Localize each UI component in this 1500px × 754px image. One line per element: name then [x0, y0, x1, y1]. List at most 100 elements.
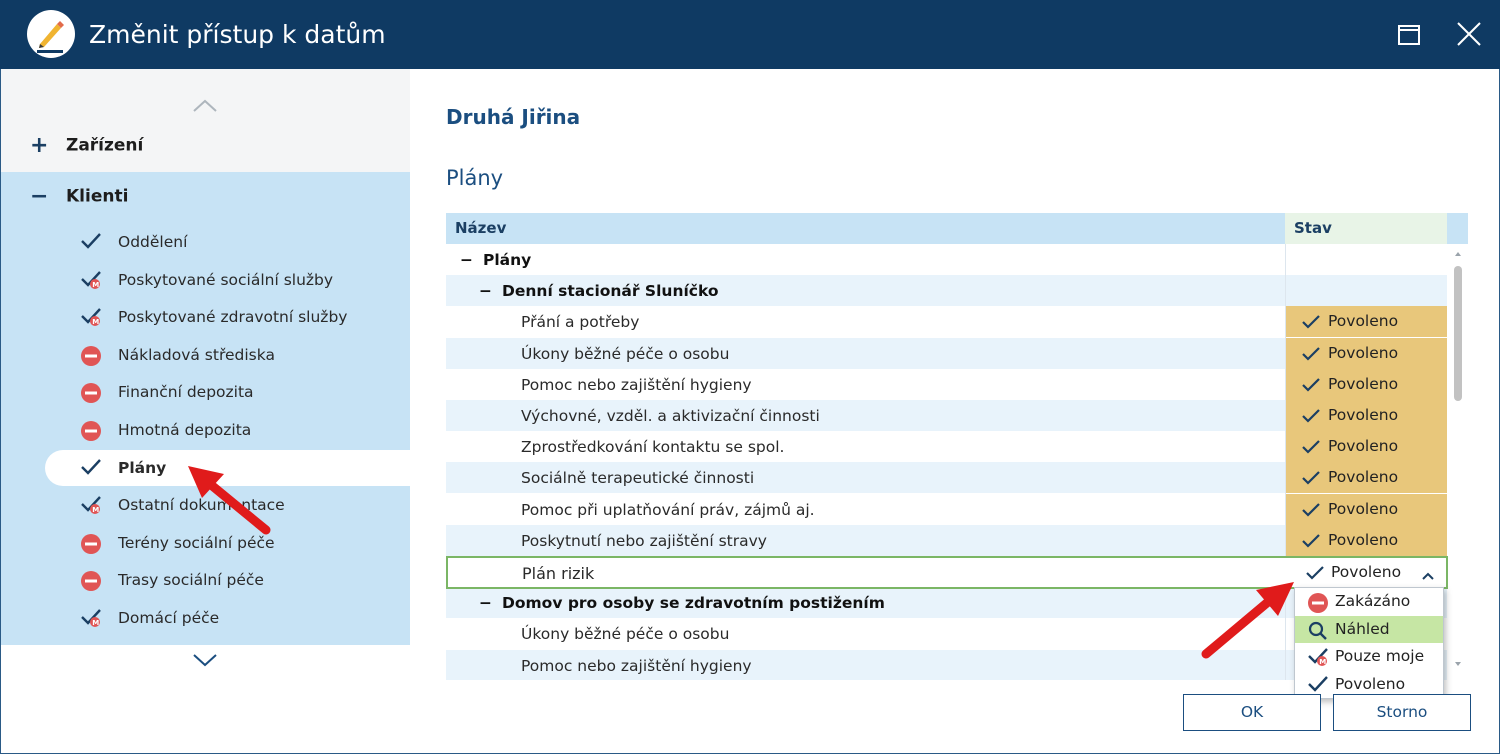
check-icon	[1301, 470, 1321, 490]
sidebar-item[interactable]: Terény sociální péče	[80, 525, 410, 561]
status-cell[interactable]: Povoleno	[1285, 368, 1447, 400]
row-name-text: Výchovné, vzděl. a aktivizační činnosti	[521, 407, 820, 425]
sidebar-item[interactable]: M Ostatní dokumentace	[80, 487, 410, 523]
chevron-down-icon[interactable]	[190, 650, 220, 670]
check-mine-icon: M	[80, 608, 104, 630]
status-cell[interactable]: Povoleno	[1285, 431, 1447, 463]
sidebar-item-label: Domácí péče	[118, 609, 220, 627]
status-value: Povoleno	[1328, 343, 1399, 362]
sidebar-item[interactable]: Finanční depozita	[80, 374, 410, 410]
chevron-up-icon[interactable]	[190, 96, 220, 116]
check-icon	[1305, 565, 1325, 585]
row-name: Přání a potřeby	[521, 313, 639, 331]
status-cell[interactable]: Povoleno	[1285, 337, 1447, 369]
table-row[interactable]: Výchovné, vzděl. a aktivizační činnosti P…	[446, 400, 1447, 431]
scroll-up-arrow-icon[interactable]	[1453, 250, 1463, 258]
table-row[interactable]: Pomoc nebo zajištění hygieny Povoleno	[446, 368, 1447, 400]
table-row[interactable]: Přání a potřeby Povoleno	[446, 306, 1447, 338]
status-cell	[1285, 244, 1447, 275]
column-header-name[interactable]: Název	[455, 219, 507, 237]
dropdown-option-label: Zakázáno	[1335, 592, 1411, 610]
collapse-icon[interactable]: −	[30, 184, 49, 209]
column-header-status[interactable]: Stav	[1285, 213, 1447, 244]
row-name-text: Poskytnutí nebo zajištění stravy	[521, 531, 767, 550]
table-row[interactable]: Poskytnutí nebo zajištění stravy Povoleno	[446, 524, 1447, 556]
chevron-up-icon[interactable]	[1421, 567, 1435, 585]
ok-button[interactable]: OK	[1183, 694, 1321, 731]
forbidden-icon	[80, 533, 104, 555]
permissions-grid: Název Stav − Plány − Denní stacionář Sluníč…	[446, 213, 1468, 680]
sidebar-item-label: Trasy sociální péče	[118, 571, 264, 590]
row-name: Výchovné, vzděl. a aktivizační činnosti	[521, 407, 820, 425]
sidebar-item[interactable]: Nákladová střediska	[80, 337, 410, 373]
table-row[interactable]: Sociálně terapeutické činnosti Povoleno	[446, 462, 1447, 494]
status-cell[interactable]: Povoleno	[1285, 524, 1447, 556]
sidebar-item[interactable]: M Poskytované zdravotní služby	[80, 299, 410, 335]
sidebar-item-label: Oddělení	[118, 233, 188, 251]
sidebar-item-label: Terény sociální péče	[118, 533, 275, 552]
collapse-icon[interactable]: −	[479, 282, 492, 301]
sidebar-item-label: Plány	[118, 458, 167, 477]
table-row[interactable]: Pomoc nebo zajištění hygieny	[446, 649, 1447, 680]
status-combo[interactable]: Povoleno	[1291, 558, 1446, 587]
title-bar: Změnit přístup k datům	[0, 0, 1500, 69]
check-icon	[1301, 439, 1321, 459]
dropdown-option[interactable]: Povoleno	[1295, 671, 1443, 698]
status-cell[interactable]: Povoleno	[1285, 306, 1447, 338]
row-name-text: Plány	[483, 251, 532, 269]
sidebar-group-klienti[interactable]: − Klienti	[30, 184, 128, 209]
status-value: Povoleno	[1328, 406, 1399, 424]
sidebar-item[interactable]: M Domácí péče	[80, 600, 410, 636]
status-cell[interactable]: Povoleno	[1285, 462, 1447, 494]
sidebar-item[interactable]: Plány	[45, 449, 410, 486]
dropdown-option[interactable]: Zakázáno	[1295, 588, 1443, 615]
grid-header: Název Stav	[446, 213, 1468, 244]
dropdown-option[interactable]: M Pouze moje	[1295, 643, 1443, 670]
check-icon	[80, 458, 104, 480]
sidebar-item[interactable]: Hmotná depozita	[80, 412, 410, 448]
sidebar-item-label: Ostatní dokumentace	[118, 496, 285, 515]
table-row[interactable]: − Denní stacionář Sluníčko	[446, 275, 1447, 307]
cancel-button[interactable]: Storno	[1333, 694, 1471, 731]
section-title: Plány	[446, 166, 504, 190]
scroll-down-arrow-icon[interactable]	[1453, 660, 1463, 668]
forbidden-icon	[80, 570, 104, 592]
row-name: Pomoc při uplatňování práv, zájmů aj.	[521, 501, 815, 519]
close-icon[interactable]	[1452, 18, 1486, 52]
forbidden-icon	[80, 420, 104, 442]
expand-icon[interactable]: +	[30, 133, 49, 158]
collapse-icon[interactable]: −	[479, 594, 492, 613]
row-name: Zprostředkování kontaktu se spol.	[521, 438, 784, 456]
sidebar-item-label: Nákladová střediska	[118, 345, 275, 364]
row-name-text: Pomoc nebo zajištění hygieny	[521, 656, 752, 675]
collapse-icon[interactable]: −	[460, 251, 473, 269]
status-cell[interactable]: Povoleno	[1285, 493, 1447, 525]
check-mine-icon: M	[1307, 647, 1331, 671]
sidebar-item[interactable]: M Poskytované sociální služby	[80, 262, 410, 298]
sidebar-item[interactable]: Oddělení	[80, 224, 410, 260]
dropdown-option[interactable]: Náhled	[1295, 615, 1443, 643]
table-row[interactable]: Úkony běžné péče o osobu Povoleno	[446, 337, 1447, 369]
status-value: Povoleno	[1328, 374, 1399, 393]
check-icon	[1301, 533, 1321, 553]
grid-header-filler	[1448, 213, 1468, 244]
table-row[interactable]: Pomoc při uplatňování práv, zájmů aj. Pov…	[446, 493, 1447, 525]
check-mine-icon: M	[80, 495, 104, 517]
scrollbar-thumb[interactable]	[1454, 266, 1462, 401]
maximize-icon[interactable]	[1393, 18, 1427, 52]
status-cell	[1285, 275, 1447, 307]
check-icon	[1301, 314, 1321, 334]
status-value: Povoleno	[1328, 468, 1399, 487]
svg-text:M: M	[92, 619, 99, 627]
status-cell[interactable]: Povoleno	[1285, 400, 1447, 431]
status-combo-value: Povoleno	[1331, 563, 1402, 581]
svg-text:M: M	[92, 506, 99, 514]
table-row[interactable]: − Plány	[446, 244, 1447, 275]
check-icon	[80, 232, 104, 254]
person-name: Druhá Jiřina	[446, 105, 581, 129]
sidebar-item[interactable]: Trasy sociální péče	[80, 562, 410, 598]
table-row[interactable]: Zprostředkování kontaktu se spol. Povolen…	[446, 431, 1447, 463]
status-value: Povoleno	[1328, 437, 1399, 456]
vertical-scrollbar[interactable]	[1448, 244, 1468, 680]
sidebar-group-zarizeni[interactable]: + Zařízení	[30, 133, 143, 158]
